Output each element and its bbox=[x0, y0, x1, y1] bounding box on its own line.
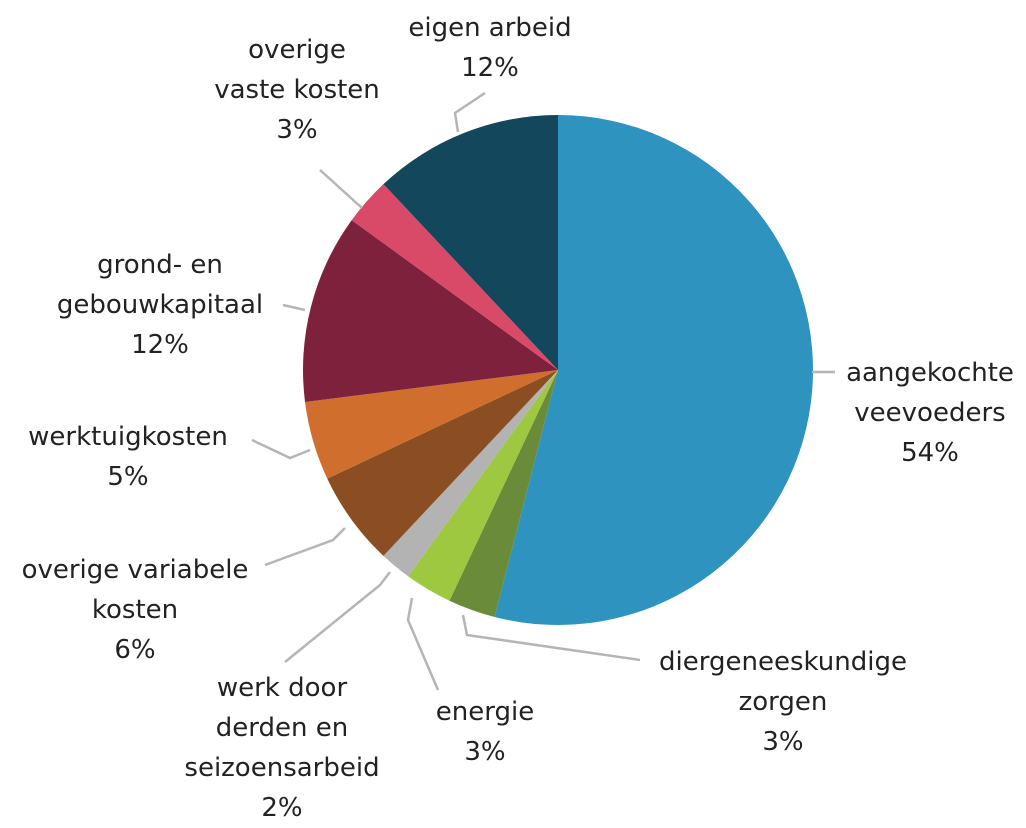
slice-label: overige variabele kosten 6% bbox=[22, 550, 249, 670]
leader-line bbox=[461, 614, 641, 662]
category-label: diergeneeskundige zorgen bbox=[659, 647, 907, 717]
slice-label: diergeneeskundige zorgen 3% bbox=[659, 642, 907, 762]
value-label: 2% bbox=[261, 793, 303, 823]
category-label: werktuigkosten bbox=[28, 422, 228, 452]
category-label: energie bbox=[435, 697, 535, 727]
category-label: werk door derden en seizoensarbeid bbox=[184, 673, 380, 783]
pie-slice bbox=[494, 115, 813, 625]
pie-slice bbox=[408, 370, 558, 601]
leader-line bbox=[264, 527, 346, 567]
leader-line bbox=[453, 91, 486, 133]
leader-line bbox=[251, 438, 311, 460]
pie-slice bbox=[383, 115, 558, 370]
slice-label: aangekochte veevoeders 54% bbox=[846, 353, 1014, 473]
pie-slice bbox=[351, 184, 558, 370]
category-label: eigen arbeid bbox=[408, 13, 572, 43]
leader-line bbox=[282, 303, 306, 312]
value-label: 12% bbox=[461, 53, 519, 83]
leader-line bbox=[406, 597, 440, 691]
value-label: 3% bbox=[464, 737, 506, 767]
category-label: overige variabele kosten bbox=[21, 555, 249, 625]
slice-label: grond- en gebouwkapitaal 12% bbox=[57, 245, 263, 365]
slice-label: eigen arbeid 12% bbox=[408, 8, 571, 88]
pie-slice bbox=[327, 370, 558, 556]
value-label: 3% bbox=[276, 115, 318, 145]
category-label: grond- en gebouwkapitaal bbox=[56, 250, 264, 320]
value-label: 54% bbox=[901, 438, 959, 468]
pie-slice bbox=[305, 370, 558, 479]
category-label: overige vaste kosten bbox=[214, 35, 380, 105]
pie-slice bbox=[303, 220, 558, 402]
slice-label: werk door derden en seizoensarbeid 2% bbox=[184, 668, 379, 828]
value-label: 6% bbox=[114, 635, 156, 665]
slice-label: overige vaste kosten 3% bbox=[214, 30, 380, 150]
slice-label: energie 3% bbox=[436, 692, 534, 772]
value-label: 3% bbox=[762, 727, 804, 757]
category-label: aangekochte veevoeders bbox=[846, 358, 1014, 428]
leader-line bbox=[319, 169, 363, 209]
pie-slice bbox=[449, 370, 558, 617]
value-label: 5% bbox=[107, 462, 149, 492]
slice-label: werktuigkosten 5% bbox=[28, 417, 228, 497]
leader-line bbox=[284, 571, 391, 663]
value-label: 12% bbox=[131, 330, 189, 360]
pie-slice bbox=[383, 370, 558, 577]
